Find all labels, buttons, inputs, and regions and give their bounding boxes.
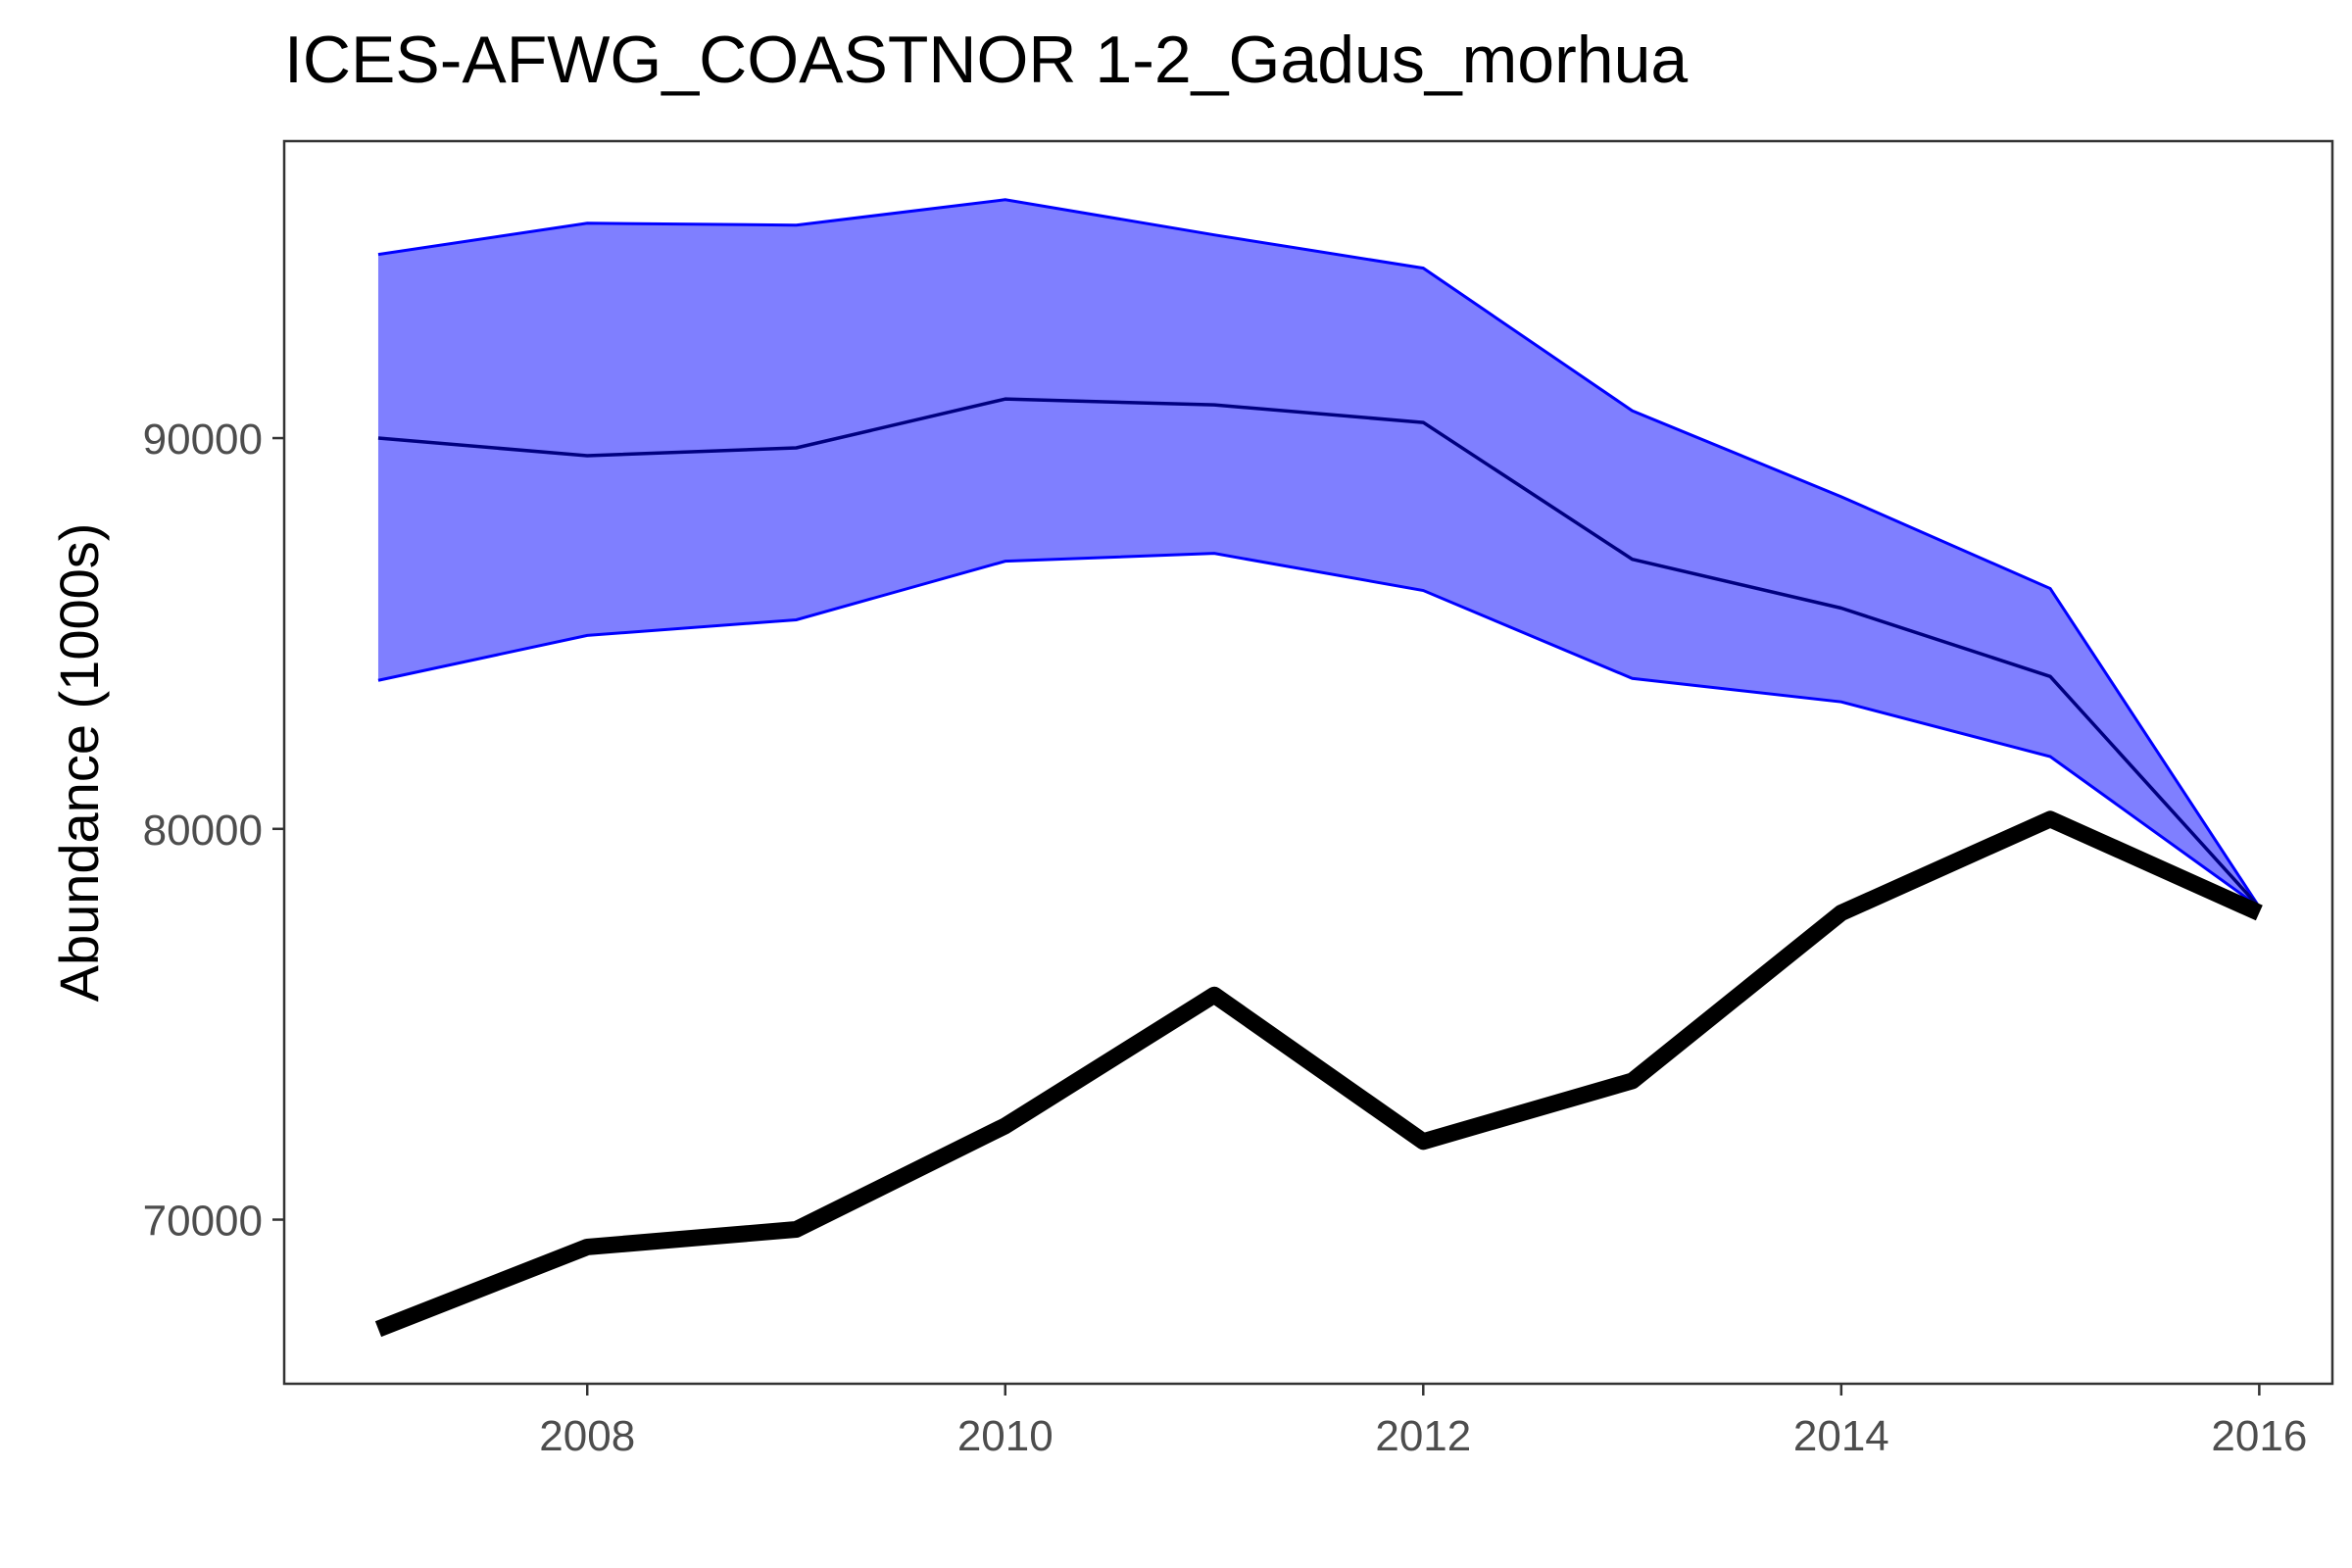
y-tick-label: 90000 — [143, 416, 263, 464]
y-tick-label: 80000 — [143, 807, 263, 855]
band-lower-edge — [377, 552, 2261, 908]
chart-title: ICES-AFWG_COASTNOR 1-2_Gadus_morhua — [284, 23, 1689, 97]
confidence-band-area — [377, 199, 2260, 907]
x-tick-label: 2008 — [539, 1412, 635, 1460]
band-upper-edge — [377, 198, 2261, 908]
x-tick-label: 2014 — [1793, 1412, 1889, 1460]
confidence-band-layer — [377, 198, 2261, 908]
series-line-2 — [374, 810, 2263, 1338]
y-axis-title: Abundance (1000s) — [48, 523, 110, 1003]
x-axis: 2008 2010 2012 2014 2016 — [539, 1384, 2307, 1460]
series-line-layer — [374, 397, 2263, 1338]
y-axis: 70000 80000 90000 — [143, 416, 284, 1246]
x-tick-label: 2016 — [2211, 1412, 2307, 1460]
x-tick-label: 2010 — [957, 1412, 1054, 1460]
x-tick-label: 2012 — [1375, 1412, 1471, 1460]
series-line-1 — [377, 397, 2261, 908]
y-tick-label: 70000 — [143, 1198, 263, 1246]
